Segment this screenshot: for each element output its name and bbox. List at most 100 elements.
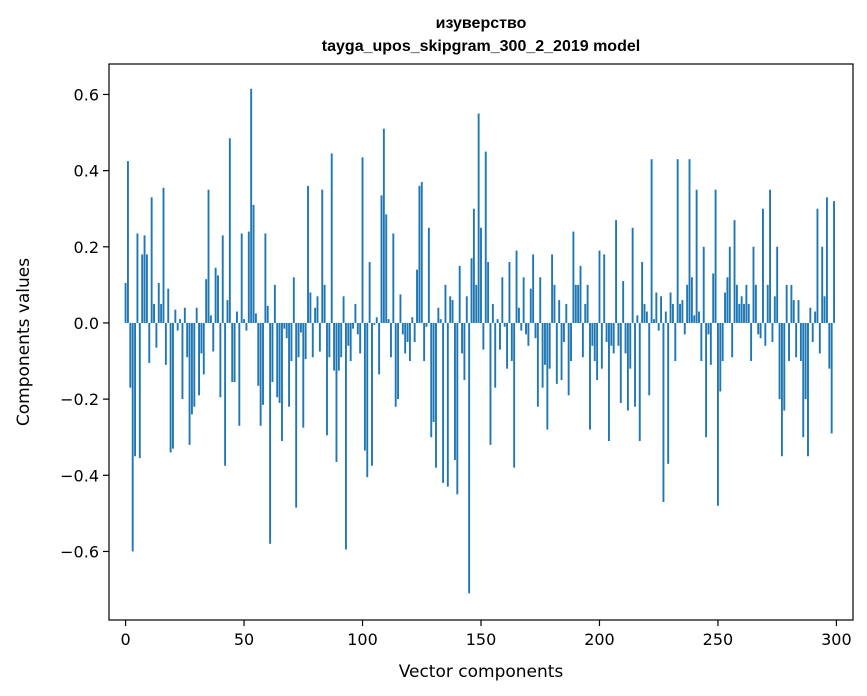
x-axis-label: Vector components <box>399 662 564 682</box>
bar <box>560 322 563 381</box>
bar <box>264 233 267 323</box>
bar <box>231 322 234 382</box>
bar <box>565 303 568 323</box>
bar <box>141 254 144 323</box>
bar <box>579 265 582 323</box>
bar <box>825 197 828 323</box>
bar <box>413 322 416 342</box>
bar <box>653 319 655 323</box>
bar <box>439 319 442 323</box>
bar <box>148 322 151 363</box>
bar <box>342 296 345 323</box>
bar <box>302 322 305 428</box>
bar <box>335 322 338 462</box>
bar <box>584 303 587 323</box>
bar <box>664 311 667 323</box>
bar <box>567 322 570 396</box>
bar <box>517 307 520 323</box>
bar <box>375 317 378 323</box>
bar <box>195 307 198 323</box>
bar <box>804 322 807 400</box>
bar <box>698 311 700 323</box>
bar <box>719 322 722 392</box>
bar <box>304 322 307 360</box>
bar <box>164 322 167 365</box>
bar <box>536 322 539 407</box>
bar <box>179 319 182 323</box>
bar <box>788 322 790 362</box>
bar <box>799 322 802 362</box>
bar <box>380 195 383 323</box>
bar <box>240 233 243 323</box>
bar <box>344 322 347 550</box>
bar <box>354 303 357 323</box>
bar <box>527 322 530 346</box>
bar <box>271 322 274 382</box>
bar <box>546 322 549 430</box>
bar <box>162 187 165 323</box>
bar <box>134 322 137 457</box>
bar <box>458 265 461 323</box>
x-tick-label: 300 <box>821 630 852 649</box>
bar <box>217 275 219 323</box>
bar <box>394 322 397 407</box>
bar <box>733 220 736 323</box>
bar <box>657 322 660 331</box>
bar <box>382 128 385 323</box>
bar <box>785 284 788 323</box>
bar <box>762 208 764 323</box>
bar <box>544 322 546 365</box>
bar <box>754 284 757 323</box>
bar <box>427 227 430 323</box>
bar <box>750 322 753 362</box>
bar <box>484 151 487 323</box>
bar <box>238 322 241 426</box>
bar <box>674 322 677 362</box>
bar <box>349 322 352 362</box>
bar <box>411 317 414 323</box>
bar <box>172 322 174 449</box>
bar <box>432 322 435 422</box>
bar <box>188 322 191 445</box>
bar <box>496 319 499 323</box>
bar <box>615 220 618 323</box>
bar <box>285 322 288 339</box>
bar <box>562 322 565 342</box>
bar <box>461 322 463 354</box>
bar <box>771 322 774 342</box>
x-tick-label: 0 <box>120 630 130 649</box>
bar <box>577 284 580 323</box>
bar <box>823 296 826 323</box>
bar <box>491 303 494 323</box>
bar <box>700 322 703 362</box>
bar <box>340 322 343 358</box>
bar <box>352 322 354 329</box>
bar <box>451 300 454 323</box>
bar <box>292 277 295 323</box>
bar <box>221 235 224 323</box>
bar <box>131 322 134 552</box>
bar <box>328 322 331 358</box>
bar <box>735 284 738 323</box>
bar <box>667 322 670 464</box>
bar <box>790 284 793 323</box>
bar <box>695 189 698 323</box>
bar <box>617 322 620 346</box>
bar <box>520 322 523 331</box>
bar <box>480 227 482 323</box>
bar <box>390 322 392 358</box>
bar <box>596 322 599 381</box>
bar <box>318 322 321 352</box>
bar <box>574 284 577 323</box>
bar <box>593 322 596 362</box>
bar <box>709 322 712 365</box>
bar <box>721 322 724 362</box>
bar <box>295 322 298 508</box>
bar <box>127 161 129 323</box>
bar <box>686 284 689 323</box>
bar <box>724 292 726 323</box>
bar <box>193 322 196 407</box>
bar <box>401 322 404 335</box>
bar <box>681 300 684 323</box>
bar <box>482 322 485 350</box>
